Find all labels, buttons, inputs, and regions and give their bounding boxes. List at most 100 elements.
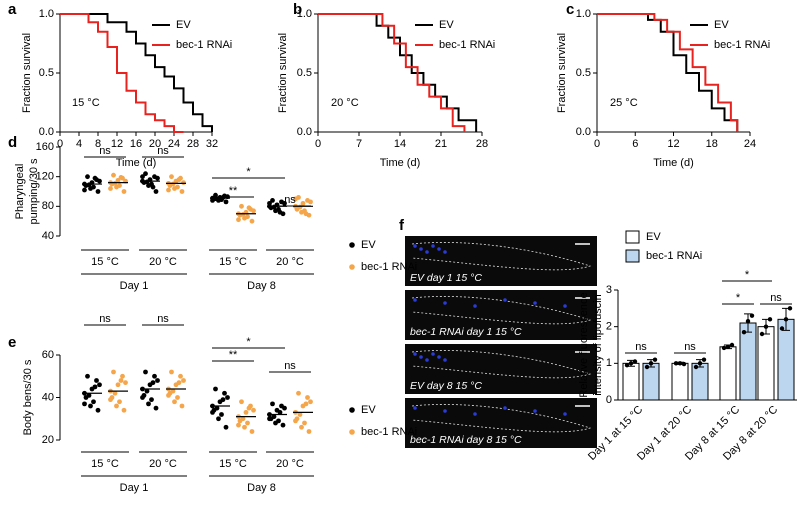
data-point — [146, 401, 151, 407]
legend-label: bec-1 RNAi — [714, 39, 770, 51]
data-point — [632, 359, 638, 364]
data-point — [92, 384, 98, 390]
data-point — [108, 397, 113, 403]
data-point — [249, 429, 255, 434]
y-tick-label: 0.0 — [576, 126, 591, 138]
data-point — [149, 397, 154, 403]
temperature-label: 20 °C — [331, 97, 359, 109]
fluorescence-spot — [431, 244, 435, 248]
data-point — [673, 361, 679, 366]
panel-letter: b — [293, 1, 302, 18]
data-point — [176, 380, 182, 386]
fluorescence-spot — [443, 358, 447, 362]
micrograph-caption: bec-1 RNAi day 8 15 °C — [410, 434, 522, 446]
legend-label: EV — [176, 19, 191, 31]
data-point — [239, 203, 244, 209]
bar — [739, 322, 757, 401]
data-point — [220, 397, 226, 403]
x-tick-label: 12 — [111, 138, 123, 150]
data-point — [118, 378, 124, 383]
bar — [642, 362, 660, 401]
y-axis-label: Body bens/30 s — [22, 359, 34, 435]
data-point — [86, 392, 92, 398]
micrograph-caption: EV day 8 15 °C — [410, 380, 482, 392]
fluorescence-spot — [425, 250, 429, 254]
x-tick-label: 20 — [149, 138, 161, 150]
legend-swatch — [349, 264, 355, 270]
data-point — [85, 373, 90, 379]
y-tick-label: 0.0 — [297, 126, 312, 138]
fluorescence-spot — [503, 298, 507, 302]
data-point — [267, 416, 272, 422]
data-point — [121, 189, 127, 194]
data-point — [697, 361, 703, 366]
data-point — [179, 189, 185, 194]
data-point — [749, 313, 755, 318]
data-point — [225, 395, 230, 400]
data-point — [166, 392, 171, 398]
bar — [671, 362, 689, 401]
data-point — [112, 390, 118, 396]
data-point — [82, 401, 87, 407]
y-tick-label: 0.5 — [39, 67, 54, 79]
data-point — [236, 217, 241, 223]
data-point — [243, 409, 249, 415]
fluorescence-spot — [443, 250, 447, 254]
panel-letter: a — [8, 1, 17, 18]
worm-outline — [411, 242, 592, 271]
data-point — [648, 361, 654, 366]
data-point — [111, 369, 116, 375]
x-tick-label: 8 — [95, 138, 101, 150]
fluorescence-spot — [503, 406, 507, 410]
data-point — [624, 362, 630, 368]
data-point — [155, 175, 160, 181]
legend-label: bec-1 RNAi — [439, 39, 495, 51]
fluorescence-spot — [437, 247, 441, 251]
group-label: Day 1 — [120, 482, 149, 494]
data-point — [115, 177, 121, 183]
data-point — [779, 326, 785, 331]
data-point — [153, 189, 159, 194]
y-tick-label: 40 — [42, 391, 54, 403]
data-point — [271, 414, 277, 420]
data-point — [759, 331, 765, 337]
data-point — [144, 179, 150, 185]
y-axis-label: Pharyngeal — [14, 164, 26, 220]
data-point — [172, 399, 177, 405]
group-label: Day 1 — [120, 280, 149, 292]
data-point — [155, 378, 160, 383]
y-axis-label: Fraction survival — [277, 33, 289, 113]
data-point — [293, 196, 298, 202]
survival-curve — [60, 13, 184, 133]
significance-label: ns — [284, 360, 296, 372]
data-point — [277, 409, 283, 415]
data-point — [140, 174, 145, 180]
data-point — [95, 189, 101, 194]
legend-swatch — [349, 407, 355, 413]
y-tick-label: 1.0 — [576, 8, 591, 20]
x-tick-label: 6 — [632, 138, 638, 150]
legend-label: EV — [646, 231, 661, 243]
data-point — [166, 187, 171, 193]
data-point — [787, 306, 793, 311]
y-axis-label: intensity of lipofuscin — [592, 294, 604, 396]
data-point — [701, 357, 707, 362]
x-tick-label: 28 — [187, 138, 199, 150]
data-point — [729, 342, 735, 348]
data-point — [240, 212, 246, 217]
data-point — [82, 187, 87, 193]
legend-label: EV — [714, 19, 729, 31]
significance-label: ** — [229, 349, 238, 361]
fluorescence-spot — [413, 244, 417, 248]
significance-label: ns — [684, 341, 696, 353]
data-point — [296, 390, 301, 396]
legend-label: bec-1 RNAi — [361, 261, 417, 273]
fluorescence-spot — [413, 352, 417, 356]
data-point — [223, 199, 229, 205]
micrograph — [405, 344, 597, 394]
fluorescence-spot — [413, 298, 417, 302]
data-point — [299, 424, 304, 430]
fluorescence-spot — [563, 304, 567, 308]
data-point — [121, 407, 127, 413]
fluorescence-spot — [413, 406, 417, 410]
